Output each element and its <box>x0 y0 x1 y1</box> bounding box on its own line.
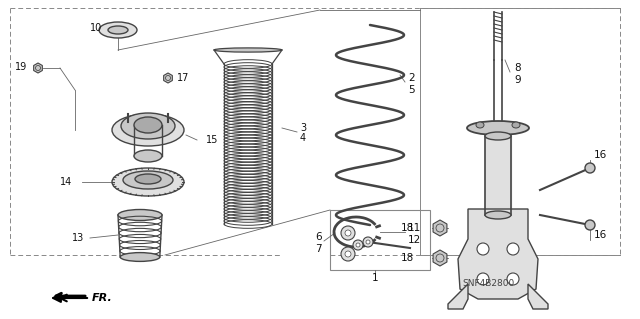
Circle shape <box>477 273 489 285</box>
Text: 18: 18 <box>401 253 414 263</box>
Ellipse shape <box>112 114 184 146</box>
Ellipse shape <box>134 150 162 162</box>
Text: 10: 10 <box>90 23 102 33</box>
Ellipse shape <box>485 211 511 219</box>
FancyArrowPatch shape <box>60 295 87 301</box>
Text: 17: 17 <box>177 73 189 83</box>
Ellipse shape <box>99 22 137 38</box>
Text: FR.: FR. <box>92 293 113 303</box>
Polygon shape <box>433 220 447 236</box>
Ellipse shape <box>108 26 128 34</box>
Circle shape <box>363 237 373 247</box>
Text: 4: 4 <box>300 133 306 143</box>
Text: 7: 7 <box>316 244 322 254</box>
Polygon shape <box>458 209 538 299</box>
Circle shape <box>345 230 351 236</box>
Bar <box>330 210 430 270</box>
Circle shape <box>366 240 370 244</box>
Text: 11: 11 <box>408 223 421 233</box>
Ellipse shape <box>512 122 520 128</box>
Polygon shape <box>433 250 447 266</box>
Polygon shape <box>448 284 468 309</box>
Ellipse shape <box>135 174 161 184</box>
Text: 5: 5 <box>408 85 415 95</box>
Circle shape <box>341 226 355 240</box>
Polygon shape <box>528 284 548 309</box>
Text: 8: 8 <box>514 63 520 73</box>
Ellipse shape <box>134 117 162 133</box>
Circle shape <box>345 251 351 257</box>
Text: 16: 16 <box>594 230 607 240</box>
Ellipse shape <box>214 48 282 52</box>
Ellipse shape <box>118 210 162 220</box>
Ellipse shape <box>485 132 511 140</box>
Circle shape <box>585 163 595 173</box>
Circle shape <box>585 220 595 230</box>
Bar <box>485 136 511 215</box>
Circle shape <box>353 240 363 250</box>
Ellipse shape <box>120 253 160 261</box>
Text: 18: 18 <box>401 223 414 233</box>
Circle shape <box>341 247 355 261</box>
Ellipse shape <box>112 168 184 196</box>
Polygon shape <box>164 73 172 83</box>
Text: 6: 6 <box>316 232 322 242</box>
Text: 16: 16 <box>594 150 607 160</box>
Text: 14: 14 <box>60 177 72 187</box>
Ellipse shape <box>123 171 173 189</box>
Circle shape <box>507 243 519 255</box>
Text: 19: 19 <box>15 62 28 72</box>
Text: 3: 3 <box>300 123 306 133</box>
Polygon shape <box>34 63 42 73</box>
Circle shape <box>507 273 519 285</box>
Text: 2: 2 <box>408 73 415 83</box>
Text: 12: 12 <box>408 235 421 245</box>
Ellipse shape <box>476 122 484 128</box>
Circle shape <box>356 243 360 247</box>
Text: 1: 1 <box>372 273 378 283</box>
Text: SNF4B2800: SNF4B2800 <box>462 279 515 288</box>
Text: 15: 15 <box>206 135 218 145</box>
Text: 13: 13 <box>72 233 84 243</box>
Ellipse shape <box>467 121 529 135</box>
Circle shape <box>477 243 489 255</box>
Text: 9: 9 <box>514 75 520 85</box>
Ellipse shape <box>121 113 175 139</box>
